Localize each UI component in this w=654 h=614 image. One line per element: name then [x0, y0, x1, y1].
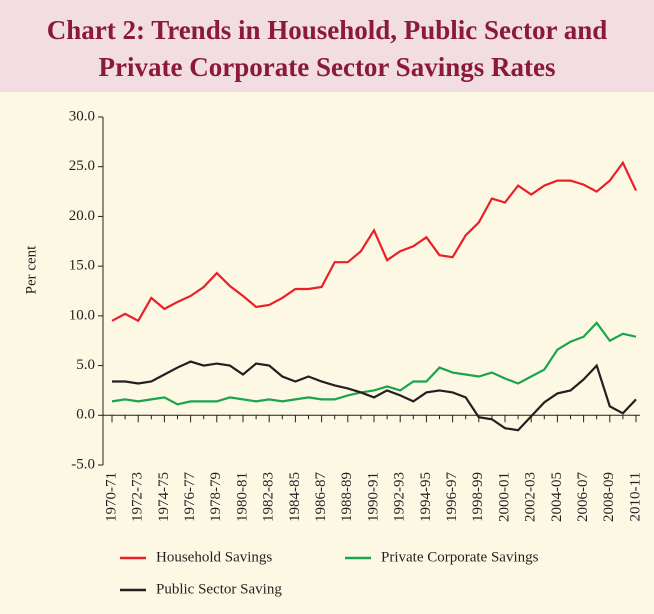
- x-tick-label: 1980-81: [234, 472, 250, 522]
- x-tick-label: 1974-75: [156, 472, 172, 522]
- x-tick-label: 2006-07: [575, 472, 591, 522]
- line: [111, 160, 637, 323]
- y-tick-label: 25.0: [69, 158, 95, 174]
- legend-label: Private Corporate Savings: [381, 549, 539, 565]
- y-tick-label: 10.0: [69, 307, 95, 323]
- x-tick-label: 1986-87: [313, 472, 329, 522]
- x-tick-label: 1992-93: [392, 472, 408, 522]
- x-tick-label: 2004-05: [549, 472, 565, 522]
- y-tick-label: 15.0: [69, 258, 95, 274]
- x-tick-label: 1978-79: [208, 472, 224, 522]
- x-tick-label: 2008-09: [601, 472, 617, 522]
- x-tick-label: 2010-11: [627, 472, 643, 521]
- y-tick-label: 0.0: [76, 407, 95, 423]
- x-tick-label: 1972-73: [130, 472, 146, 522]
- x-tick-label: 2000-01: [496, 472, 512, 522]
- x-tick-label: 1990-91: [365, 472, 381, 522]
- x-tick-label: 1984-85: [287, 472, 303, 522]
- y-axis-label: Per cent: [23, 245, 39, 295]
- chart-title: Private Corporate Sector Savings Rates: [99, 52, 556, 82]
- x-tick-label: 1998-99: [470, 472, 486, 522]
- y-tick-label: 30.0: [69, 108, 95, 124]
- y-tick-label: -5.0: [71, 456, 95, 472]
- title-band: [0, 0, 654, 92]
- y-tick-label: 5.0: [76, 357, 95, 373]
- chart-title: Chart 2: Trends in Household, Public Sec…: [47, 15, 608, 45]
- line: [111, 321, 637, 406]
- x-tick-label: 2002-03: [523, 472, 539, 522]
- x-tick-label: 1994-95: [418, 472, 434, 522]
- x-tick-label: 1970-71: [103, 472, 119, 522]
- legend-label: Public Sector Saving: [156, 581, 282, 597]
- line: [112, 360, 637, 432]
- x-tick-label: 1996-97: [444, 472, 460, 522]
- x-tick-label: 1976-77: [182, 472, 198, 522]
- legend-label: Household Savings: [156, 549, 272, 565]
- x-tick-label: 1982-83: [261, 472, 277, 522]
- y-tick-label: 20.0: [69, 208, 95, 224]
- x-tick-label: 1988-89: [339, 472, 355, 522]
